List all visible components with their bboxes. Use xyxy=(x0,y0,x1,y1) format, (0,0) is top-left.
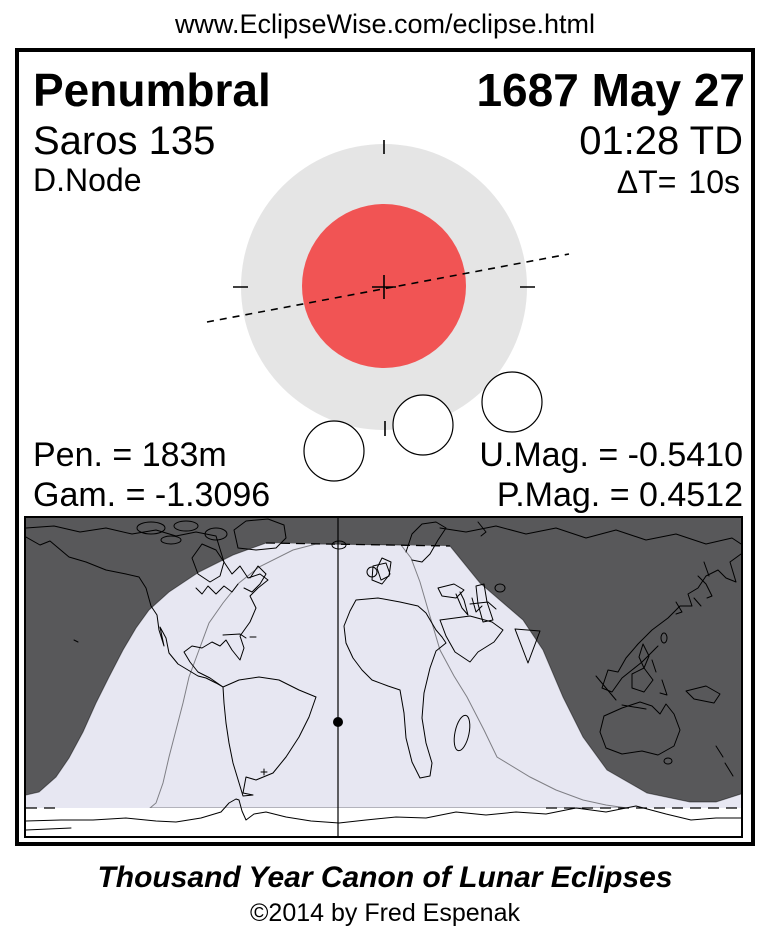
delta-t-row: ΔT= 10s xyxy=(617,165,740,200)
eclipse-card-frame xyxy=(15,48,755,846)
gamma-stat: Gam. = -1.3096 xyxy=(33,476,271,514)
map-partial-visibility-region xyxy=(26,543,741,808)
map-outer-boundary-east xyxy=(449,545,741,803)
node-label: D.Node xyxy=(33,162,142,198)
delta-t-label: ΔT= xyxy=(616,164,677,200)
umbral-magnitude-stat: U.Mag. = -0.5410 xyxy=(479,436,743,474)
saros-label: Saros 135 xyxy=(33,119,216,163)
copyright-text: ©2014 by Fred Espenak xyxy=(250,899,520,927)
map-southern-band xyxy=(26,808,741,836)
penumbral-magnitude-stat: P.Mag. = 0.4512 xyxy=(496,476,743,514)
coastlines xyxy=(26,518,741,831)
greatest-eclipse-time: 01:28 TD xyxy=(579,119,743,163)
eclipse-type-label: Penumbral xyxy=(33,64,271,116)
penumbral-duration-stat: Pen. = 183m xyxy=(33,436,227,474)
site-url-text: www.EclipseWise.com/eclipse.html xyxy=(174,9,596,39)
greatest-eclipse-point xyxy=(333,717,343,727)
visibility-map xyxy=(24,516,743,838)
canon-title: Thousand Year Canon of Lunar Eclipses xyxy=(97,861,673,894)
delta-t-value: 10s xyxy=(688,164,740,200)
eclipse-date-label: 1687 May 27 xyxy=(476,64,745,116)
visibility-map-svg xyxy=(26,518,741,836)
map-outer-boundary-west xyxy=(26,542,267,796)
map-dashed-top-boundary xyxy=(265,542,451,547)
